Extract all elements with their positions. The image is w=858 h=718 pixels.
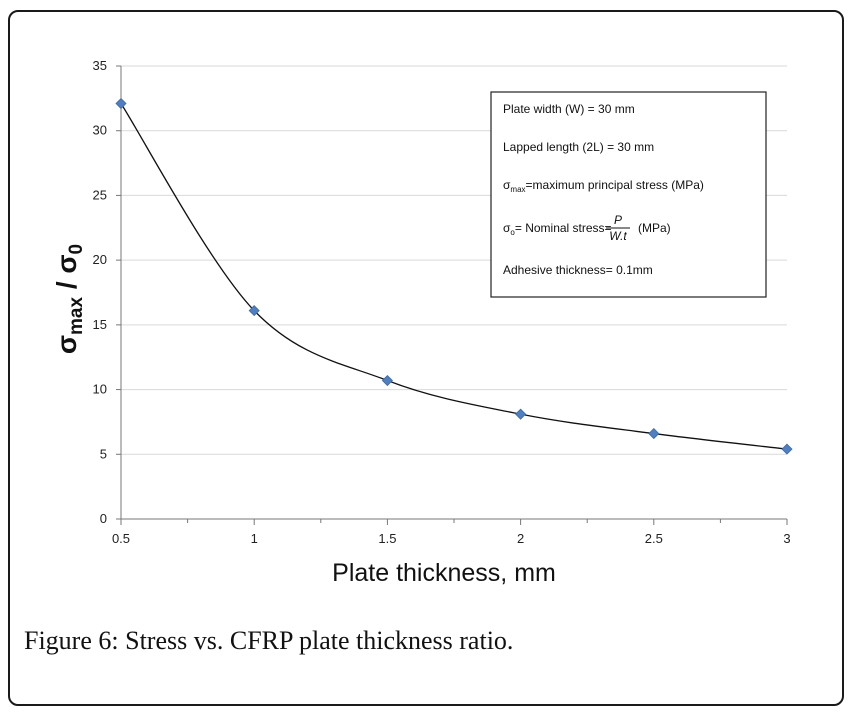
fraction-denominator: W.t bbox=[609, 229, 627, 243]
data-points bbox=[115, 97, 793, 455]
y-tick-label-5: 5 bbox=[100, 446, 107, 461]
fraction-numerator: P bbox=[614, 213, 622, 227]
y-axis-label: σmax / σ0 bbox=[51, 244, 87, 354]
y-tick-label-15: 15 bbox=[93, 317, 107, 332]
y-tick-label-35: 35 bbox=[93, 58, 107, 73]
annotation-sigma-max: σmax=maximum principal stress (MPa) bbox=[503, 178, 704, 194]
annotation-adhesive-thickness: Adhesive thickness= 0.1mm bbox=[503, 263, 653, 277]
annotation-box: Plate width (W) = 30 mm Lapped length (2… bbox=[490, 91, 767, 298]
y-tick-label-20: 20 bbox=[93, 252, 107, 267]
annotation-sigma-nominal: σo= Nominal stress= bbox=[503, 221, 612, 237]
data-point-5 bbox=[781, 443, 793, 455]
x-axis-label: Plate thickness, mm bbox=[332, 559, 556, 587]
annotation-lapped-length: Lapped length (2L) = 30 mm bbox=[503, 140, 654, 154]
data-point-1 bbox=[248, 305, 260, 317]
x-tick-label-1.5: 1.5 bbox=[378, 531, 396, 546]
x-tick-label-0.5: 0.5 bbox=[112, 531, 130, 546]
y-tick-label-30: 30 bbox=[93, 123, 107, 138]
y-tick-labels: 0 5 10 15 20 25 30 35 bbox=[93, 58, 107, 526]
x-tick-labels: 0.5 1 1.5 2 2.5 3 bbox=[112, 531, 791, 546]
y-tick-label-10: 10 bbox=[93, 382, 107, 397]
data-point-4 bbox=[648, 428, 660, 440]
fit-curve bbox=[120, 103, 788, 450]
axes bbox=[116, 65, 788, 525]
caption-label: Figure 6: bbox=[24, 626, 119, 655]
x-tick-label-2.5: 2.5 bbox=[645, 531, 663, 546]
annotation-unit: (MPa) bbox=[638, 221, 671, 235]
x-tick-label-1: 1 bbox=[251, 531, 258, 546]
x-tick-label-2: 2 bbox=[517, 531, 524, 546]
data-point-2 bbox=[381, 374, 393, 387]
caption-text: Stress vs. CFRP plate thickness ratio. bbox=[118, 626, 514, 655]
data-point-3 bbox=[515, 408, 527, 420]
y-tick-label-0: 0 bbox=[100, 511, 107, 526]
y-tick-label-25: 25 bbox=[93, 187, 107, 202]
x-tick-label-3: 3 bbox=[783, 531, 790, 546]
figure-caption: Figure 6: Stress vs. CFRP plate thicknes… bbox=[24, 626, 513, 656]
data-point-0 bbox=[115, 97, 127, 110]
annotation-plate-width: Plate width (W) = 30 mm bbox=[503, 102, 635, 116]
